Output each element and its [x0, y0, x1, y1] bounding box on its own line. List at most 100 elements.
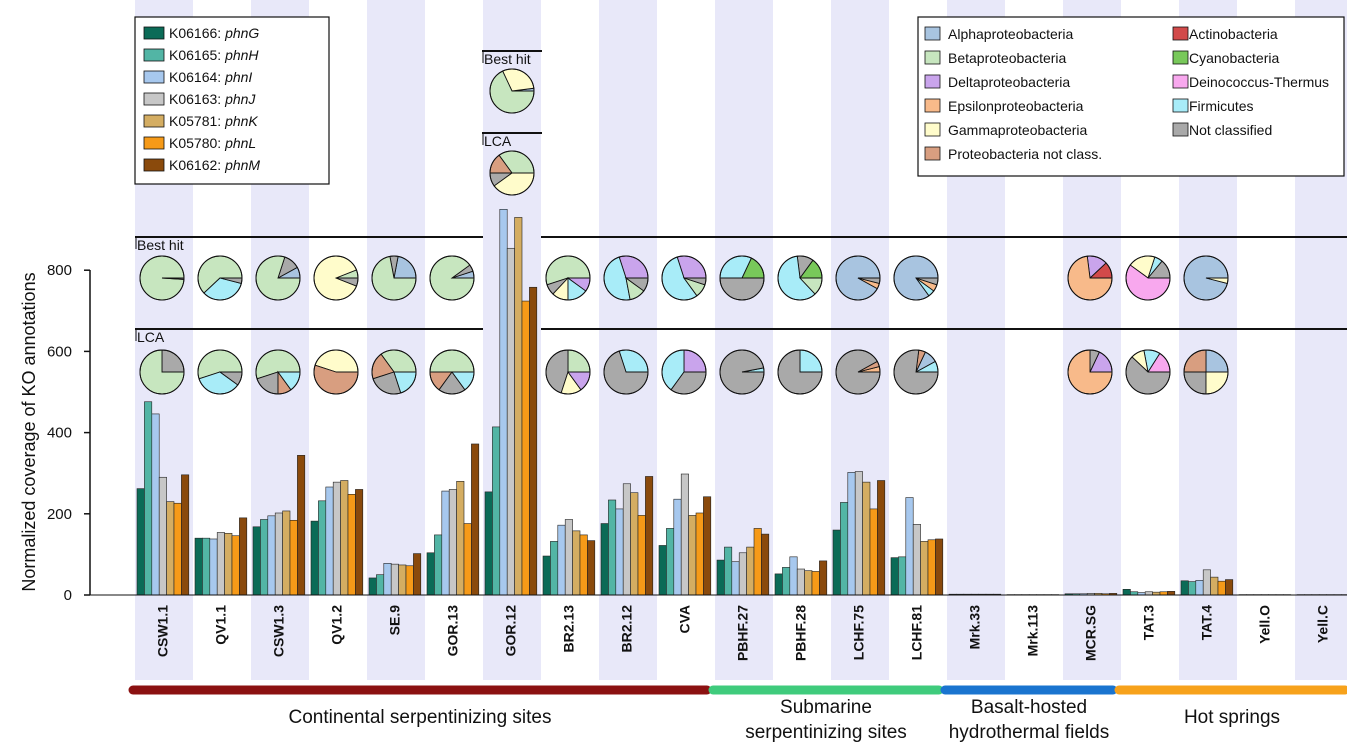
taxa-legend-label: Betaproteobacteria [948, 50, 1067, 66]
ko-legend-label: K05780: phnL [169, 135, 256, 151]
bar-CVA-phnJ [680, 473, 689, 596]
sample-label-Yell.C: Yell.C [1315, 605, 1331, 643]
pie-best-hit-LCHF.81 [893, 255, 939, 301]
bar-GOR.12-phnG [484, 491, 493, 596]
bar-BR2.12-phnK [630, 492, 639, 596]
bar-SE.9-phnJ [390, 563, 399, 596]
bar-BR2.13-phnK [572, 530, 581, 596]
bar-LCHF.81-phnJ [912, 524, 921, 596]
bar-GOR.13-phnI [441, 490, 450, 596]
sample-label-GOR.12: GOR.12 [503, 605, 519, 657]
ko-legend-label: K06166: phnG [169, 25, 259, 41]
bar-BR2.13-phnJ [564, 519, 573, 596]
bar-SE.9-phnI [383, 563, 392, 596]
taxa-legend-swatch [924, 26, 941, 41]
ko-legend-swatch [143, 26, 165, 40]
taxa-legend-label: Epsilonproteobacteria [948, 98, 1084, 114]
bar-CVA-phnM [703, 496, 712, 596]
bar-LCHF.75-phnI [847, 472, 856, 596]
site-groups: Continental serpentinizing sites Submarin… [128, 685, 1347, 743]
pie-best-hit-BR2.13 [545, 255, 591, 301]
taxa-legend-label: Alphaproteobacteria [948, 26, 1074, 42]
pie-best-hit-MCR.SG [1067, 255, 1113, 301]
bar-GOR.12-phnI [499, 209, 508, 596]
ko-legend: K06166: phnG K06165: phnH K06164: phnI K061… [134, 16, 330, 185]
pie-best-hit-SE.9 [371, 255, 417, 301]
bar-QV1.1-phnJ [216, 532, 225, 596]
bar-QV1.2-phnM [355, 489, 364, 596]
sample-label-MCR.SG: MCR.SG [1083, 605, 1099, 661]
bar-QV1.1-phnM [239, 517, 248, 596]
sample-label-TAT.4: TAT.4 [1199, 605, 1215, 640]
bar-CSW1.1-phnG [136, 488, 145, 596]
bar-TAT.4-phnK [1210, 576, 1219, 596]
pie-lca-TAT.4 [1183, 349, 1229, 395]
taxa-legend-swatch [924, 50, 941, 65]
pie-lca-PBHF.27 [719, 349, 765, 395]
bar-LCHF.75-phnJ [854, 471, 863, 596]
taxa-legend-swatch [924, 122, 941, 137]
pie-lca-QV1.1 [197, 349, 243, 395]
taxa-legend-label: Firmicutes [1189, 98, 1254, 114]
pie-lca-TAT.3 [1125, 349, 1171, 395]
sample-label-LCHF.81: LCHF.81 [909, 605, 925, 660]
bar-CSW1.3-phnK [282, 510, 291, 596]
taxa-legend-swatch [924, 146, 941, 161]
sample-label-PBHF.28: PBHF.28 [793, 605, 809, 661]
bar-BR2.13-phnI [557, 524, 566, 596]
pie-best-hit-TAT.4 [1183, 255, 1229, 301]
sample-label-SE.9: SE.9 [387, 605, 403, 636]
pie-lca-CSW1.1 [139, 349, 185, 395]
bar-CSW1.3-phnG [252, 526, 261, 596]
pie-slice [429, 349, 475, 373]
bar-GOR.12-phnM [529, 286, 538, 596]
bar-QV1.2-phnG [310, 520, 319, 596]
bar-LCHF.81-phnK [920, 541, 929, 596]
bar-TAT.4-phnI [1195, 580, 1204, 596]
bar-PBHF.27-phnM [761, 533, 770, 596]
method-label: Best hit [137, 237, 184, 253]
sample-label-GOR.13: GOR.13 [445, 605, 461, 657]
taxa-legend-label: Cyanobacteria [1189, 50, 1279, 66]
bar-QV1.2-phnK [340, 480, 349, 596]
bar-CVA-phnL [695, 512, 704, 596]
taxa-legend-swatch [1172, 98, 1189, 113]
pie-lca-QV1.2 [313, 349, 359, 395]
y-axis-label: Normalized coverage of KO annotations [19, 272, 39, 591]
bar-LCHF.75-phnL [869, 508, 878, 596]
bar-CSW1.3-phnH [260, 519, 269, 596]
taxa-legend-box [917, 16, 1345, 177]
bar-marks [90, 209, 1347, 596]
bar-QV1.2-phnH [318, 500, 327, 596]
pie-best-hit-BR2.12 [603, 255, 649, 301]
sample-label-CSW1.1: CSW1.1 [155, 605, 171, 657]
bar-GOR.12-phnJ [506, 247, 515, 596]
bar-BR2.12-phnM [645, 476, 654, 596]
pie-best-hit-CSW1.3 [255, 255, 301, 301]
sample-label-BR2.12: BR2.12 [619, 605, 635, 653]
sample-label-CSW1.3: CSW1.3 [271, 605, 287, 657]
bar-BR2.13-phnG [542, 555, 551, 596]
bar-PBHF.28-phnK [804, 570, 813, 596]
pie-best-hit-PBHF.27 [719, 255, 765, 301]
pie-best-hit-PBHF.28 [777, 255, 823, 301]
group-label: Hot springs [1184, 707, 1280, 728]
bar-PBHF.28-phnG [774, 573, 783, 596]
y-tick-label: 200 [47, 506, 72, 523]
y-tick-label: 0 [64, 587, 72, 604]
ko-legend-label: K06163: phnJ [169, 91, 256, 107]
pie-lca-BR2.12 [603, 349, 649, 395]
pie-lca-MCR.SG [1067, 349, 1113, 395]
sample-labels: CSW1.1 QV1.1 CSW1.3 QV1.2 SE.9 GOR.13 GOR.12 BR… [155, 605, 1331, 661]
bar-LCHF.81-phnM [935, 538, 944, 596]
bar-LCHF.75-phnG [832, 529, 841, 596]
sample-label-QV1.1: QV1.1 [213, 605, 229, 645]
pie-best-hit-GOR.12 [489, 68, 535, 114]
taxa-legend: Alphaproteobacteria Betaproteobacteria Del… [917, 16, 1345, 177]
bar-PBHF.27-phnH [724, 546, 733, 596]
bar-BR2.13-phnM [587, 540, 596, 596]
bar-LCHF.81-phnG [890, 557, 899, 596]
bar-TAT.4-phnG [1180, 580, 1189, 596]
sample-label-Mrk.33: Mrk.33 [967, 605, 983, 650]
